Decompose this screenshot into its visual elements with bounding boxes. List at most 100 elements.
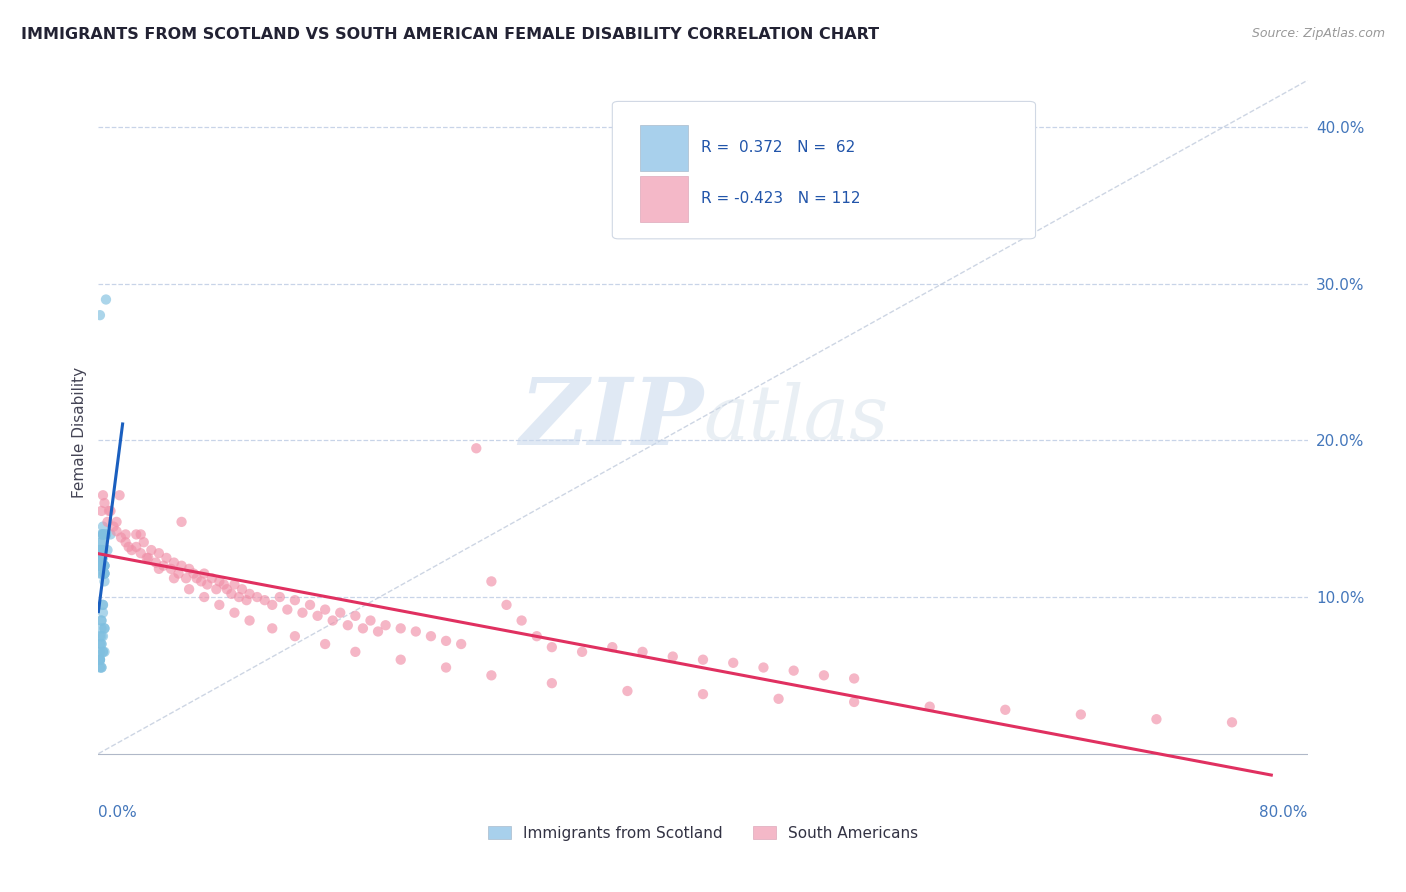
Point [105, 515, 128, 529]
Point [93, 496, 115, 510]
Point [89, 308, 111, 322]
Point [994, 703, 1017, 717]
Point [193, 590, 215, 604]
Point [752, 660, 775, 674]
Text: IMMIGRANTS FROM SCOTLAND VS SOUTH AMERICAN FEMALE DISABILITY CORRELATION CHART: IMMIGRANTS FROM SCOTLAND VS SOUTH AMERIC… [21, 27, 879, 42]
Point [89, 550, 111, 565]
Point [89, 566, 111, 581]
Point [344, 608, 367, 623]
Point [91, 629, 114, 643]
Point [91, 598, 114, 612]
Point [661, 649, 683, 664]
Point [114, 527, 136, 541]
Point [262, 621, 284, 635]
Point [360, 614, 382, 628]
Point [93, 566, 115, 581]
Point [136, 550, 159, 565]
Point [100, 504, 122, 518]
Point [93, 566, 115, 581]
Point [540, 676, 562, 690]
Point [813, 668, 835, 682]
Point [253, 593, 276, 607]
Point [481, 668, 503, 682]
Point [201, 571, 224, 585]
Point [90, 535, 112, 549]
Point [91, 606, 114, 620]
Point [307, 608, 329, 623]
Point [89, 653, 111, 667]
Point [89, 660, 111, 674]
Text: 0.0%: 0.0% [98, 805, 138, 820]
Point [89, 558, 111, 573]
Point [132, 535, 155, 549]
Point [284, 629, 307, 643]
Point [90, 535, 112, 549]
Point [1220, 715, 1243, 730]
Point [495, 598, 517, 612]
Point [631, 645, 654, 659]
Point [167, 566, 190, 581]
Point [90, 550, 112, 565]
FancyBboxPatch shape [640, 125, 689, 171]
Point [163, 556, 186, 570]
Point [481, 574, 503, 589]
Point [299, 598, 322, 612]
Point [221, 587, 243, 601]
Point [93, 574, 115, 589]
Point [90, 543, 112, 558]
Point [170, 515, 193, 529]
Point [125, 527, 148, 541]
Point [195, 577, 218, 591]
Point [90, 527, 112, 541]
Point [89, 543, 111, 558]
Point [510, 614, 533, 628]
Point [434, 633, 457, 648]
Point [91, 645, 114, 659]
Point [329, 606, 352, 620]
Point [91, 543, 114, 558]
Text: 80.0%: 80.0% [1260, 805, 1308, 820]
Point [434, 660, 457, 674]
Point [108, 488, 131, 502]
Point [291, 606, 314, 620]
Point [352, 621, 374, 635]
Point [89, 550, 111, 565]
Point [90, 660, 112, 674]
Point [208, 598, 231, 612]
Point [389, 653, 412, 667]
Point [91, 598, 114, 612]
Point [93, 621, 115, 635]
Point [224, 577, 246, 591]
Point [844, 672, 866, 686]
Point [90, 637, 112, 651]
Point [269, 590, 291, 604]
Point [284, 593, 307, 607]
Point [141, 543, 163, 558]
Point [228, 590, 250, 604]
Point [174, 571, 197, 585]
Text: Source: ZipAtlas.com: Source: ZipAtlas.com [1251, 27, 1385, 40]
Point [93, 558, 115, 573]
Point [91, 488, 114, 502]
Point [844, 695, 866, 709]
Point [602, 640, 624, 655]
Point [89, 558, 111, 573]
Point [314, 602, 336, 616]
Point [118, 540, 141, 554]
Point [89, 543, 111, 558]
Point [314, 637, 336, 651]
Point [90, 629, 112, 643]
Point [155, 550, 177, 565]
Point [90, 614, 112, 628]
Point [90, 566, 112, 581]
Point [179, 582, 201, 597]
Point [205, 582, 228, 597]
Point [90, 660, 112, 674]
Point [89, 629, 111, 643]
Point [465, 442, 488, 456]
Point [91, 543, 114, 558]
Point [526, 629, 548, 643]
Point [1144, 712, 1167, 726]
Point [692, 653, 714, 667]
Point [212, 577, 235, 591]
